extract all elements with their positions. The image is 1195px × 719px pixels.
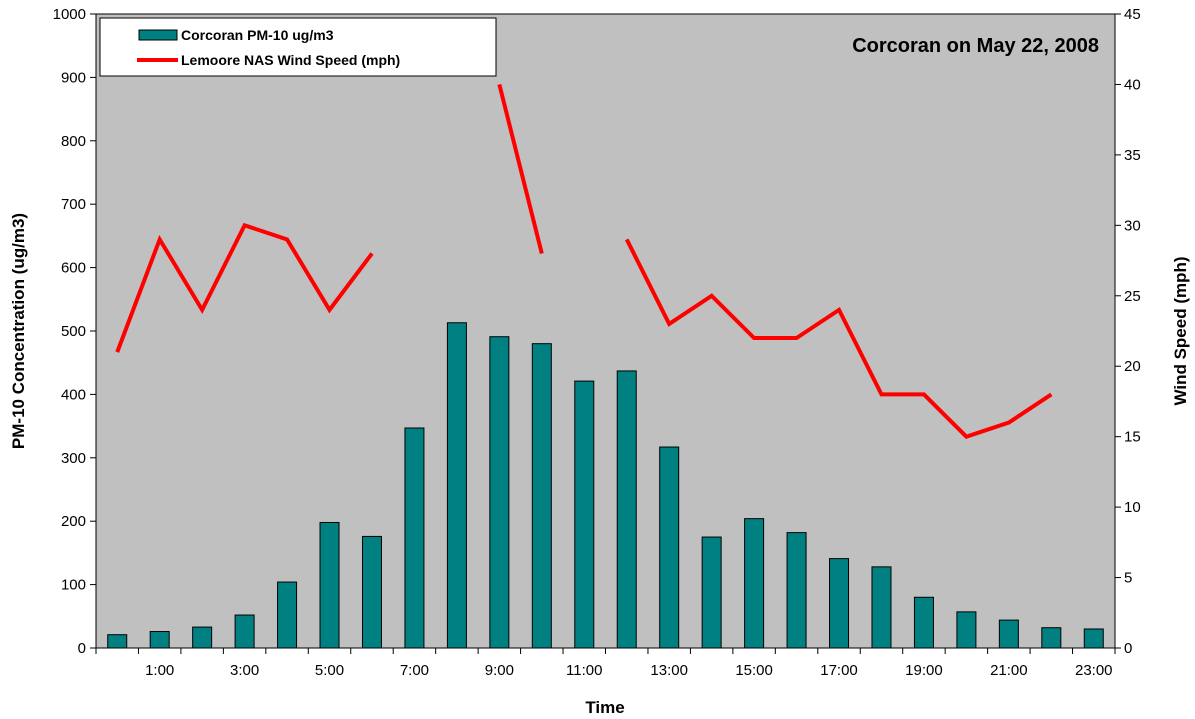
pm10-bar xyxy=(404,427,425,649)
pm10-bar xyxy=(701,536,722,649)
legend-label-wind: Lemoore NAS Wind Speed (mph) xyxy=(181,52,400,68)
x-tick-label: 9:00 xyxy=(485,662,514,679)
pm10-bar xyxy=(913,596,934,649)
y2-tick-label: 5 xyxy=(1124,570,1132,587)
y-tick-label: 600 xyxy=(61,260,86,277)
y-axis-title: PM-10 Concentration (ug/m3) xyxy=(9,213,28,449)
pm10-bar xyxy=(871,566,892,649)
y-tick-label: 0 xyxy=(78,640,86,657)
y2-axis-title: Wind Speed (mph) xyxy=(1171,256,1190,405)
wind-speed-line xyxy=(115,222,374,353)
bars-layer xyxy=(107,322,1104,649)
y-tick-label: 900 xyxy=(61,69,86,86)
pm10-bar xyxy=(786,532,807,649)
x-tick-label: 1:00 xyxy=(145,662,174,679)
y-tick-label: 500 xyxy=(61,323,86,340)
x-tick-label: 19:00 xyxy=(905,662,943,679)
pm10-bar xyxy=(446,322,467,649)
x-tick-label: 11:00 xyxy=(566,662,602,679)
pm10-bar xyxy=(489,336,510,649)
y2-tick-label: 35 xyxy=(1124,147,1141,164)
pm10-bar xyxy=(107,634,128,649)
wind-speed-line xyxy=(624,238,1053,439)
pm10-bar xyxy=(1041,627,1062,649)
y-tick-label: 800 xyxy=(61,133,86,150)
x-tick-label: 17:00 xyxy=(820,662,858,679)
pm10-bar xyxy=(744,518,765,649)
y2-tick-label: 30 xyxy=(1124,217,1141,234)
y-tick-label: 200 xyxy=(61,513,86,530)
y2-tick-label: 45 xyxy=(1124,6,1141,23)
legend: Corcoran PM-10 ug/m3 Lemoore NAS Wind Sp… xyxy=(99,17,497,77)
pm10-bar xyxy=(956,611,977,649)
pm10-bar xyxy=(574,380,595,649)
plot-area xyxy=(95,13,1116,649)
pm10-bar xyxy=(234,614,255,649)
x-tick-label: 15:00 xyxy=(735,662,773,679)
wind-speed-line xyxy=(497,83,544,254)
y2-tick-label: 0 xyxy=(1124,640,1132,657)
pm10-bar xyxy=(192,626,213,649)
y-tick-label: 100 xyxy=(61,577,86,594)
x-tick-label: 3:00 xyxy=(230,662,259,679)
y-tick-label: 700 xyxy=(61,196,86,213)
y2-tick-label: 25 xyxy=(1124,288,1141,305)
pm10-bar xyxy=(659,446,680,649)
pm10-bar xyxy=(1083,628,1104,649)
pm10-bar xyxy=(277,581,298,649)
x-tick-label: 7:00 xyxy=(400,662,429,679)
pm10-bar xyxy=(829,558,850,649)
y2-tick-label: 10 xyxy=(1124,499,1141,516)
legend-label-pm10: Corcoran PM-10 ug/m3 xyxy=(181,27,334,43)
pm10-bar xyxy=(361,535,382,649)
lines-layer xyxy=(115,83,1053,439)
x-tick-label: 13:00 xyxy=(650,662,688,679)
y2-tick-label: 15 xyxy=(1124,429,1141,446)
pm10-bar xyxy=(531,343,552,649)
pm10-bar xyxy=(149,631,170,649)
pm10-bar xyxy=(616,370,637,649)
y2-tick-label: 40 xyxy=(1124,76,1141,93)
x-tick-label: 21:00 xyxy=(990,662,1028,679)
y-tick-label: 400 xyxy=(61,386,86,403)
x-axis-title: Time xyxy=(585,698,624,717)
x-tick-label: 23:00 xyxy=(1075,662,1113,679)
chart-title: Corcoran on May 22, 2008 xyxy=(852,35,1099,57)
legend-swatch-pm10 xyxy=(138,29,178,41)
y-tick-label: 1000 xyxy=(53,6,86,23)
axes-layer: 0 100 200 300 400 500 600 700 800 900 1000 0 5 10 15 20… xyxy=(53,6,1141,679)
y-tick-label: 300 xyxy=(61,450,86,467)
legend-box xyxy=(99,17,497,77)
y2-tick-label: 20 xyxy=(1124,358,1141,375)
pm10-bar xyxy=(998,619,1019,649)
x-tick-label: 5:00 xyxy=(315,662,344,679)
pm10-bar xyxy=(319,521,340,649)
